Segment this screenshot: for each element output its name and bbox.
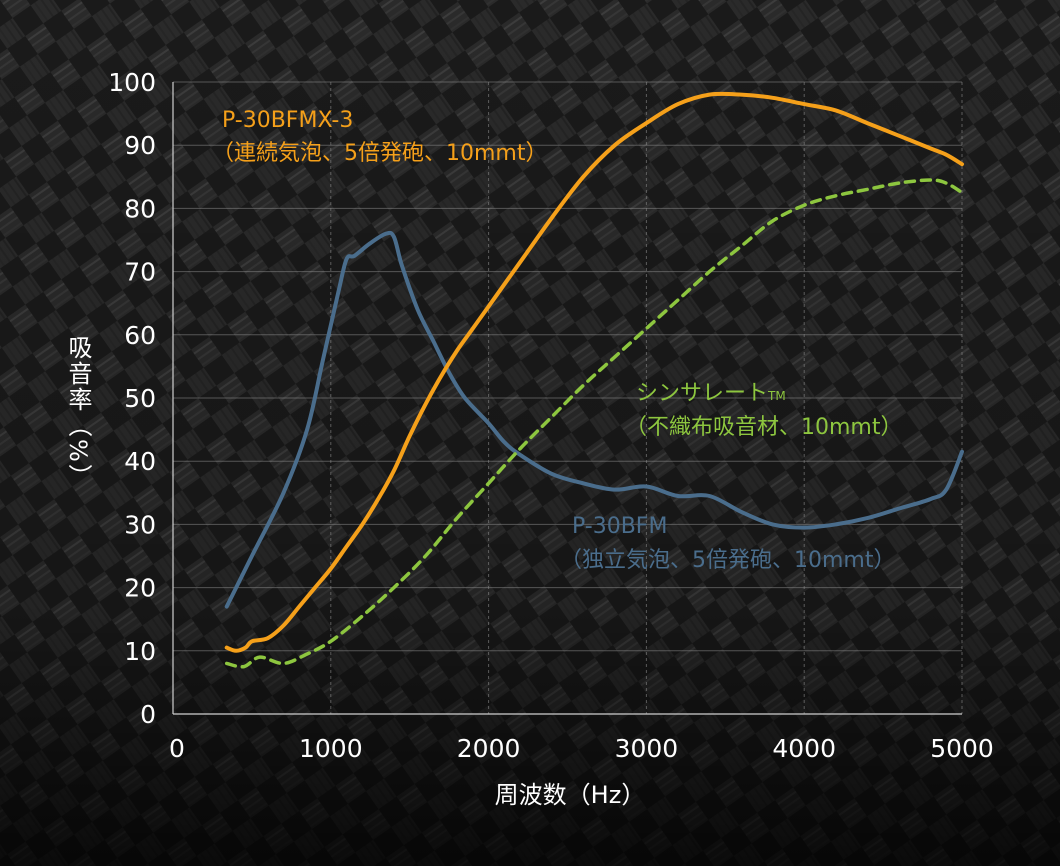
x-tick-label-2000: 2000 (457, 734, 521, 763)
y-tick-label-70: 70 (124, 258, 156, 287)
y-tick-label-30: 30 (124, 510, 156, 539)
series-line--1 (224, 178, 964, 669)
y-tick-label-40: 40 (124, 447, 156, 476)
annotation-p30bfmx3-name: P-30BFMX-3 (222, 108, 353, 133)
x-tick-label-1000: 1000 (299, 734, 363, 763)
y-tick-labels: 0 10 20 30 40 50 60 70 80 90 100 (108, 68, 156, 729)
annotation-p30bfmx3-spec: （連続気泡、5倍発砲、10mmt） (212, 141, 547, 166)
annotation-p30bfm-name: P-30BFM (572, 514, 667, 539)
y-tick-label-80: 80 (124, 194, 156, 223)
grid-lines (173, 81, 963, 714)
x-tick-label-3000: 3000 (615, 734, 679, 763)
x-tick-label-4000: 4000 (772, 734, 836, 763)
annotation-p30bfm: P-30BFM （独立気泡、5倍発砲、10mmt） (560, 514, 895, 573)
y-tick-label-50: 50 (124, 384, 156, 413)
x-tick-label-5000: 5000 (930, 734, 994, 763)
series-line-p-30bfm-2 (224, 230, 964, 609)
y-tick-label-90: 90 (124, 131, 156, 160)
annotation-p30bfm-spec: （独立気泡、5倍発砲、10mmt） (560, 548, 895, 573)
series-line-p-30bfmx-3-0 (224, 91, 964, 653)
annotation-thinsulate-name: シンサレート (636, 381, 768, 406)
x-tick-label-0: 0 (169, 734, 185, 763)
annotation-thinsulate: シンサレートTM （不織布吸音材、10mmt） (625, 381, 902, 440)
x-axis-title: 周波数（Hz） (495, 781, 646, 809)
axes (172, 82, 962, 715)
x-tick-labels: 0 1000 2000 3000 4000 5000 (169, 734, 994, 763)
annotation-thinsulate-name-line: シンサレートTM (636, 381, 786, 406)
annotation-p30bfmx3: P-30BFMX-3 （連続気泡、5倍発砲、10mmt） (212, 108, 547, 166)
annotation-thinsulate-spec: （不織布吸音材、10mmt） (625, 415, 902, 440)
y-tick-label-0: 0 (140, 700, 156, 729)
annotation-thinsulate-tm: TM (767, 389, 786, 403)
y-axis-title: 吸音率（%） (64, 335, 92, 490)
y-tick-label-10: 10 (124, 637, 156, 666)
y-tick-label-100: 100 (108, 68, 156, 97)
y-tick-label-20: 20 (124, 574, 156, 603)
series-lines (224, 91, 964, 669)
y-tick-label-60: 60 (124, 321, 156, 350)
